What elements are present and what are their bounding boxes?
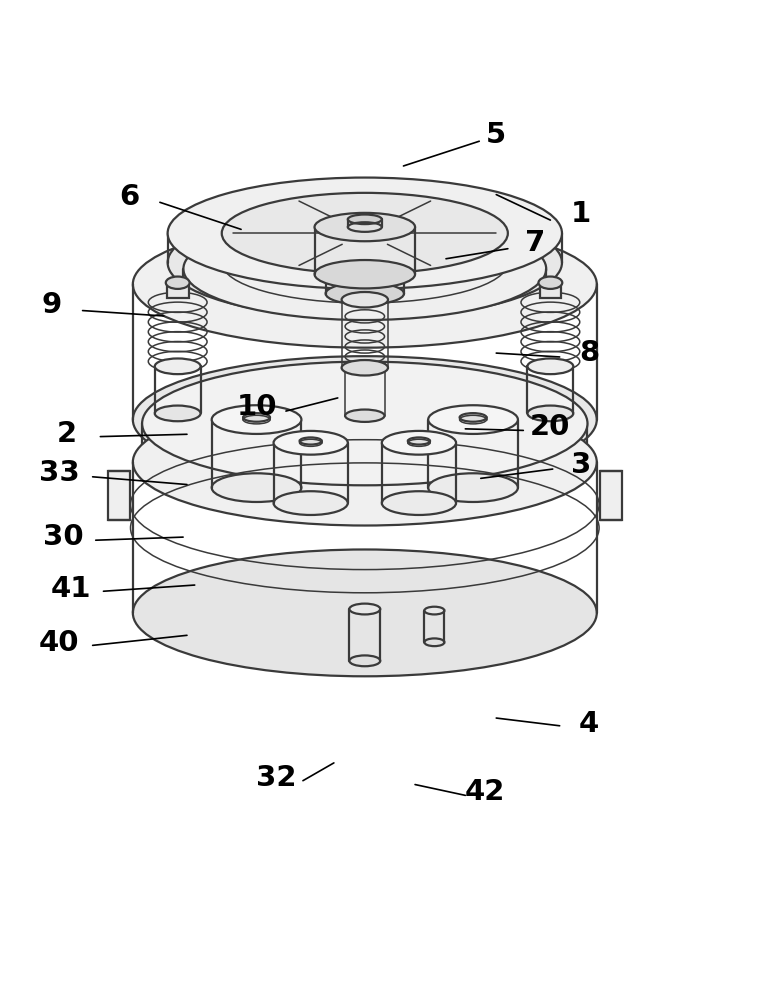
Text: 5: 5	[487, 121, 506, 149]
Text: 7: 7	[525, 229, 545, 257]
Ellipse shape	[168, 178, 562, 289]
Text: 32: 32	[255, 764, 296, 792]
Ellipse shape	[133, 399, 597, 526]
Ellipse shape	[212, 473, 301, 502]
Text: 3: 3	[571, 451, 591, 479]
Bar	[167, 284, 189, 298]
Text: 10: 10	[237, 393, 277, 421]
Ellipse shape	[154, 358, 201, 374]
Ellipse shape	[142, 362, 587, 485]
Ellipse shape	[274, 431, 348, 455]
Ellipse shape	[326, 282, 404, 305]
Ellipse shape	[349, 604, 380, 614]
Ellipse shape	[528, 406, 573, 421]
Text: 8: 8	[579, 339, 599, 367]
Ellipse shape	[428, 405, 518, 434]
Ellipse shape	[314, 213, 415, 241]
Text: 1: 1	[571, 200, 591, 228]
Ellipse shape	[382, 431, 456, 455]
Ellipse shape	[154, 406, 201, 421]
Ellipse shape	[345, 410, 385, 422]
Ellipse shape	[382, 491, 456, 515]
Text: 33: 33	[39, 459, 80, 487]
Ellipse shape	[183, 218, 546, 320]
Ellipse shape	[348, 215, 382, 224]
Ellipse shape	[243, 413, 270, 422]
Text: 9: 9	[42, 291, 62, 319]
Text: 2: 2	[57, 420, 77, 448]
Ellipse shape	[166, 277, 189, 289]
Ellipse shape	[459, 413, 487, 422]
Ellipse shape	[314, 260, 415, 288]
Ellipse shape	[428, 473, 518, 502]
Ellipse shape	[222, 193, 508, 274]
Ellipse shape	[341, 360, 388, 376]
Text: 30: 30	[43, 523, 84, 551]
Text: 41: 41	[50, 575, 92, 603]
Ellipse shape	[349, 655, 380, 666]
Ellipse shape	[300, 437, 322, 445]
Ellipse shape	[133, 356, 597, 483]
Ellipse shape	[142, 394, 587, 518]
Ellipse shape	[341, 292, 388, 307]
Text: 42: 42	[465, 778, 505, 806]
Ellipse shape	[183, 237, 546, 339]
Text: 40: 40	[39, 629, 80, 657]
Ellipse shape	[133, 549, 597, 676]
Ellipse shape	[168, 207, 562, 318]
Ellipse shape	[274, 491, 348, 515]
Ellipse shape	[528, 358, 573, 374]
Ellipse shape	[133, 221, 597, 348]
Bar	[539, 284, 561, 298]
Text: 6: 6	[119, 183, 139, 211]
Bar	[600, 471, 622, 520]
Text: 4: 4	[579, 710, 599, 738]
Ellipse shape	[408, 437, 430, 445]
Ellipse shape	[424, 607, 445, 614]
Ellipse shape	[539, 277, 563, 289]
Bar	[108, 471, 130, 520]
Text: 20: 20	[530, 413, 570, 441]
Ellipse shape	[424, 638, 445, 646]
Ellipse shape	[212, 405, 301, 434]
